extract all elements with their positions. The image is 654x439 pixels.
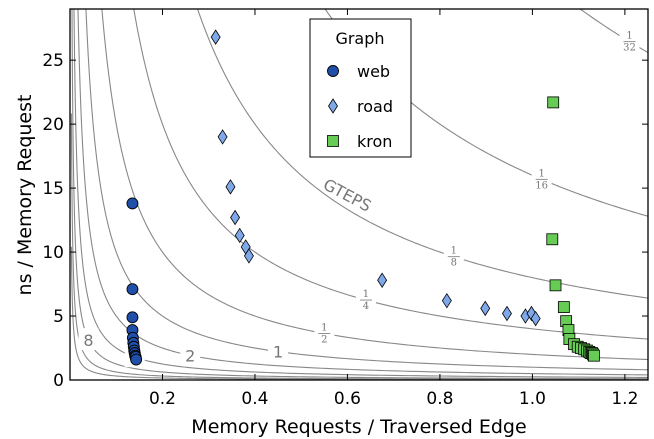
kron-point bbox=[587, 349, 600, 362]
x-tick-label: 1.2 bbox=[611, 389, 638, 409]
legend-marker-web bbox=[327, 65, 339, 77]
web-point bbox=[126, 311, 139, 324]
y-tick-label: 10 bbox=[42, 243, 64, 263]
curve-label-bg bbox=[180, 343, 201, 366]
gteps-curve bbox=[196, 9, 648, 299]
x-axis-label: Memory Requests / Traversed Edge bbox=[191, 416, 526, 438]
y-axis-ticks: 0 5 10 15 20 25 bbox=[42, 51, 648, 391]
web-point bbox=[126, 197, 139, 210]
curve-label-bg bbox=[78, 328, 99, 351]
curve-label-numerator: 1 bbox=[451, 246, 457, 257]
y-tick-label: 5 bbox=[53, 307, 64, 327]
road-point bbox=[530, 310, 541, 327]
legend-label-road: road bbox=[357, 97, 393, 116]
curve-label-bg bbox=[314, 321, 335, 344]
curve-label-denominator: 32 bbox=[623, 43, 636, 54]
legend-label-web: web bbox=[357, 62, 390, 81]
road-point bbox=[243, 248, 254, 264]
gteps-curve bbox=[73, 9, 648, 378]
curve-label-denominator: 2 bbox=[321, 334, 327, 345]
curve-label-bg bbox=[531, 167, 552, 190]
x-tick-label: 1.0 bbox=[519, 389, 546, 409]
road-point bbox=[377, 272, 388, 288]
curve-label-bg bbox=[443, 244, 464, 267]
x-tick-label: 0.2 bbox=[149, 389, 176, 409]
web-point bbox=[130, 353, 143, 366]
y-tick-label: 20 bbox=[42, 115, 64, 135]
curve-label-numerator: 1 bbox=[626, 31, 632, 42]
road-point bbox=[480, 300, 491, 317]
curve-label-denominator: 8 bbox=[451, 258, 457, 269]
plot-frame bbox=[69, 8, 649, 381]
curve-label: 2 bbox=[185, 346, 195, 365]
legend-marker-road bbox=[328, 98, 338, 114]
kron-point bbox=[546, 233, 559, 246]
gteps-curve bbox=[85, 9, 648, 371]
curve-label: 8 bbox=[83, 331, 93, 350]
kron-point bbox=[557, 301, 570, 313]
curve-label-numerator: 1 bbox=[321, 322, 327, 333]
y-tick-label: 15 bbox=[42, 179, 64, 199]
y-tick-label: 25 bbox=[42, 51, 64, 71]
kron-point bbox=[549, 279, 562, 292]
legend-marker-kron bbox=[327, 135, 339, 147]
gteps-curve bbox=[133, 9, 648, 340]
road-point bbox=[217, 129, 228, 145]
web-point bbox=[126, 283, 139, 296]
curve-label-bg bbox=[355, 288, 376, 311]
legend-label-kron: kron bbox=[357, 132, 392, 151]
curve-label-bg bbox=[619, 29, 640, 52]
x-axis-ticks: 0.2 0.4 0.6 0.8 1.0 1.2 bbox=[149, 9, 638, 409]
gteps-curve bbox=[324, 9, 648, 217]
curve-label-bg bbox=[268, 339, 289, 362]
gteps-curve bbox=[70, 246, 648, 380]
curve-label-denominator: 16 bbox=[535, 180, 548, 191]
y-tick-label: 0 bbox=[53, 371, 64, 391]
x-tick-label: 0.8 bbox=[426, 389, 453, 409]
kron-point bbox=[547, 96, 560, 109]
legend-items: web road kron bbox=[327, 62, 393, 151]
gteps-curve bbox=[70, 113, 648, 380]
x-tick-label: 0.4 bbox=[241, 389, 268, 409]
road-point bbox=[225, 179, 236, 195]
legend-box bbox=[309, 18, 412, 158]
gteps-curve bbox=[579, 9, 648, 54]
curve-label-denominator: 4 bbox=[363, 301, 369, 312]
road-point bbox=[441, 292, 452, 309]
curve-label-numerator: 1 bbox=[363, 289, 369, 300]
road-point bbox=[230, 209, 241, 226]
road-point bbox=[234, 227, 245, 244]
legend-title: Graph bbox=[335, 29, 384, 48]
road-point bbox=[501, 305, 512, 322]
curve-label-numerator: 1 bbox=[538, 168, 544, 179]
data-points bbox=[126, 29, 600, 366]
gteps-curve bbox=[101, 9, 648, 361]
legend: Graph web road kron bbox=[309, 18, 412, 158]
y-axis-label: ns / Memory Request bbox=[14, 95, 36, 296]
road-point bbox=[210, 29, 221, 45]
curve-label: 1 bbox=[273, 343, 283, 362]
x-tick-label: 0.6 bbox=[334, 389, 361, 409]
gteps-curve bbox=[71, 9, 648, 380]
